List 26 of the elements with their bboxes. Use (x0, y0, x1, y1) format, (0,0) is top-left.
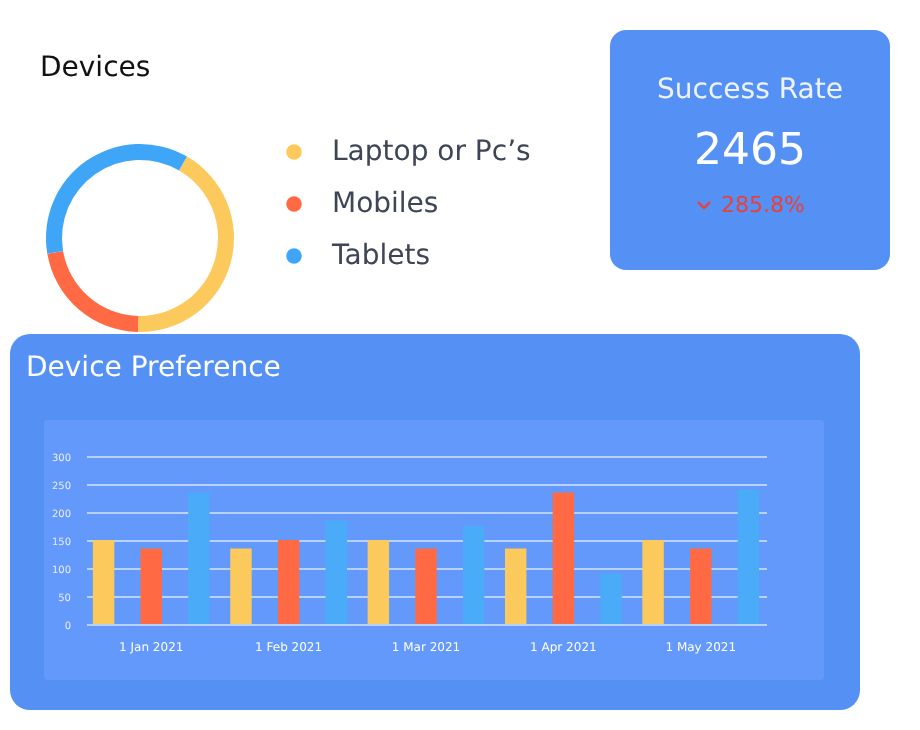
bar (367, 540, 390, 624)
bar (504, 548, 527, 624)
bar (462, 526, 485, 624)
donut-slice (46, 144, 187, 254)
bar (140, 548, 162, 624)
donut-slice (47, 251, 139, 332)
chart-title: Device Preference (26, 352, 281, 384)
text: Success Rate (655, 74, 845, 106)
bar (92, 540, 115, 624)
bar (325, 520, 348, 624)
donut-slice (138, 156, 234, 332)
bar (737, 489, 760, 624)
legend-label: Tablets (330, 240, 430, 272)
bar (642, 540, 664, 624)
legend-label: Laptop or Pc’s (332, 136, 531, 168)
bar (230, 548, 252, 624)
text: 2465 (692, 126, 808, 176)
bar (552, 492, 575, 624)
bar (415, 548, 437, 624)
legend-label: Mobiles (332, 188, 439, 220)
chart-title: Devices (40, 52, 151, 84)
bar (690, 548, 712, 624)
text: 285.8% (721, 192, 805, 218)
bar (277, 540, 300, 624)
bar (600, 573, 622, 624)
bar (188, 492, 210, 624)
